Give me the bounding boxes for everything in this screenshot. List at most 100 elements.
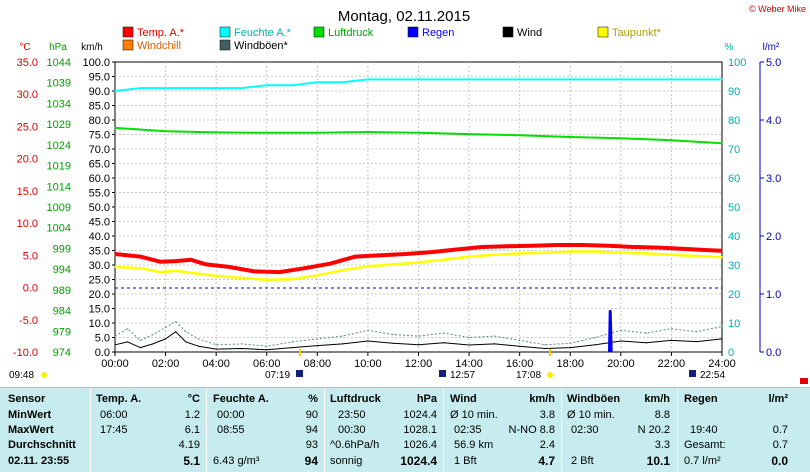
temp-tick-label: 15.0 <box>17 186 38 198</box>
point-wind <box>519 345 521 347</box>
stats-table: Sensor Temp. A. °C Feuchte A. % Luftdruc… <box>0 387 810 472</box>
point-windb-en <box>164 326 167 328</box>
point-windb-en <box>152 334 154 336</box>
pressure-tick-label: 974 <box>53 347 71 359</box>
point-feuchte-a <box>291 84 293 86</box>
point-temp-a <box>531 245 533 247</box>
pressure-tick-label: 984 <box>53 306 71 318</box>
point-wind <box>569 347 571 349</box>
point-wind <box>670 339 673 341</box>
legend-label-windchill: Windchill <box>137 40 181 52</box>
temp-tick-label: -5.0 <box>19 315 38 327</box>
header-gust: Windböen <box>567 393 621 405</box>
sun-icon <box>41 372 47 378</box>
point-windb-en <box>417 335 420 337</box>
sun-events: 09:48 07:19 12:57 17:08 22:54 <box>9 349 725 381</box>
speed-tick-label: 55.0 <box>89 188 110 200</box>
point-temp-a <box>205 263 207 265</box>
point-temp-a <box>582 244 584 246</box>
point-taupunkt <box>342 269 344 271</box>
humidity-tick-label: 30 <box>728 260 740 272</box>
pressure-tick-label: 989 <box>53 285 71 297</box>
point-taupunkt <box>721 256 723 258</box>
time-tick-label: 18:00 <box>556 358 584 370</box>
point-feuchte-a <box>670 78 673 80</box>
header-press: Luftdruck <box>330 393 381 405</box>
point-temp-a <box>354 256 356 258</box>
point-taupunkt <box>190 272 192 274</box>
point-taupunkt <box>139 267 141 269</box>
legend-swatch-temp-a <box>122 26 134 38</box>
humidity-tick-label: 40 <box>728 231 740 243</box>
now-hum: 94 <box>304 454 318 468</box>
speed-tick-label: 20.0 <box>89 289 110 301</box>
speed-tick-label: 80.0 <box>89 115 110 127</box>
time-axis: 00:00 02:00 04:00 06:00 08:00 10:00 12:00 14:00… <box>101 352 736 370</box>
point-luftdruck <box>417 132 420 134</box>
point-temp-a <box>405 253 407 255</box>
point-feuchte-a <box>139 87 141 89</box>
event-time-label: 17:08 <box>516 370 541 381</box>
point-taupunkt <box>215 275 217 277</box>
series-group <box>114 78 723 353</box>
point-temp-a <box>721 250 723 252</box>
now-rain-total: 0.7 l/m² <box>684 455 721 467</box>
now-abs-humidity: 6.43 g/m³ <box>213 455 260 467</box>
point-wind <box>215 348 217 350</box>
speed-unit-label: km/h <box>81 42 103 53</box>
header-hum-unit: % <box>308 393 318 405</box>
point-feuchte-a <box>266 84 268 86</box>
rain-tick-label: 5.0 <box>766 57 781 69</box>
now-wind: 4.7 <box>538 454 555 468</box>
event-time-label: 22:54 <box>700 370 725 381</box>
moon-icon <box>439 370 446 377</box>
rain-unit-label: l/m² <box>763 42 780 53</box>
point-windb-en <box>721 325 723 328</box>
avg-temp: 4.19 <box>178 439 200 451</box>
min-wind-label: Ø 10 min. <box>450 409 498 421</box>
point-windb-en <box>114 335 116 337</box>
legend-swatch-wind <box>502 26 514 38</box>
point-taupunkt <box>392 263 394 265</box>
min-hum-time: 00:00 <box>217 409 245 421</box>
humidity-tick-label: 100 <box>728 57 746 69</box>
point-luftdruck <box>367 131 369 133</box>
speed-tick-label: 50.0 <box>89 202 110 214</box>
point-taupunkt <box>569 250 571 253</box>
point-feuchte-a <box>468 78 470 80</box>
point-windb-en <box>670 328 673 330</box>
max-gust-time: 02:30 <box>571 424 599 436</box>
event-time-label: 07:19 <box>265 370 290 381</box>
point-luftdruck <box>316 132 318 134</box>
humidity-tick-label: 90 <box>728 86 740 98</box>
now-gust: 10.1 <box>646 454 670 468</box>
point-taupunkt <box>417 261 420 264</box>
speed-tick-label: 100.0 <box>82 57 110 69</box>
point-windb-en <box>443 332 445 334</box>
legend-swatch-regen <box>407 26 419 38</box>
pressure-axis: 1044 1039 1034 1029 1024 1019 1014 1009 1004 999 9… <box>47 57 71 359</box>
speed-tick-label: 35.0 <box>89 246 110 258</box>
row-avg-label: Durchschnitt <box>8 439 76 451</box>
time-tick-label: 06:00 <box>253 358 281 370</box>
legend-swatch-feuchte-a <box>219 26 231 38</box>
point-wind <box>493 343 495 345</box>
point-feuchte-a <box>240 87 243 89</box>
min-gust-label: Ø 10 min. <box>567 409 615 421</box>
point-wind <box>164 338 167 340</box>
legend-label-regen: Regen <box>422 27 454 39</box>
legend-swatch-taupunkt <box>597 26 609 38</box>
point-taupunkt <box>645 252 647 254</box>
point-wind <box>152 343 154 345</box>
max-hum: 94 <box>305 424 318 436</box>
min-temp: 1.2 <box>184 409 200 421</box>
point-windb-en <box>127 328 129 330</box>
chart-title: Montag, 02.11.2015 <box>338 8 470 25</box>
point-temp-a <box>159 261 162 263</box>
avg-wind-distance: 56.9 km <box>454 439 494 451</box>
now-rain: 0.0 <box>771 454 788 468</box>
point-temp-a <box>190 259 192 261</box>
point-temp-a <box>430 251 432 253</box>
rain-tick-label: 1.0 <box>766 289 781 301</box>
legend-label-windb-en: Windböen* <box>234 40 289 52</box>
